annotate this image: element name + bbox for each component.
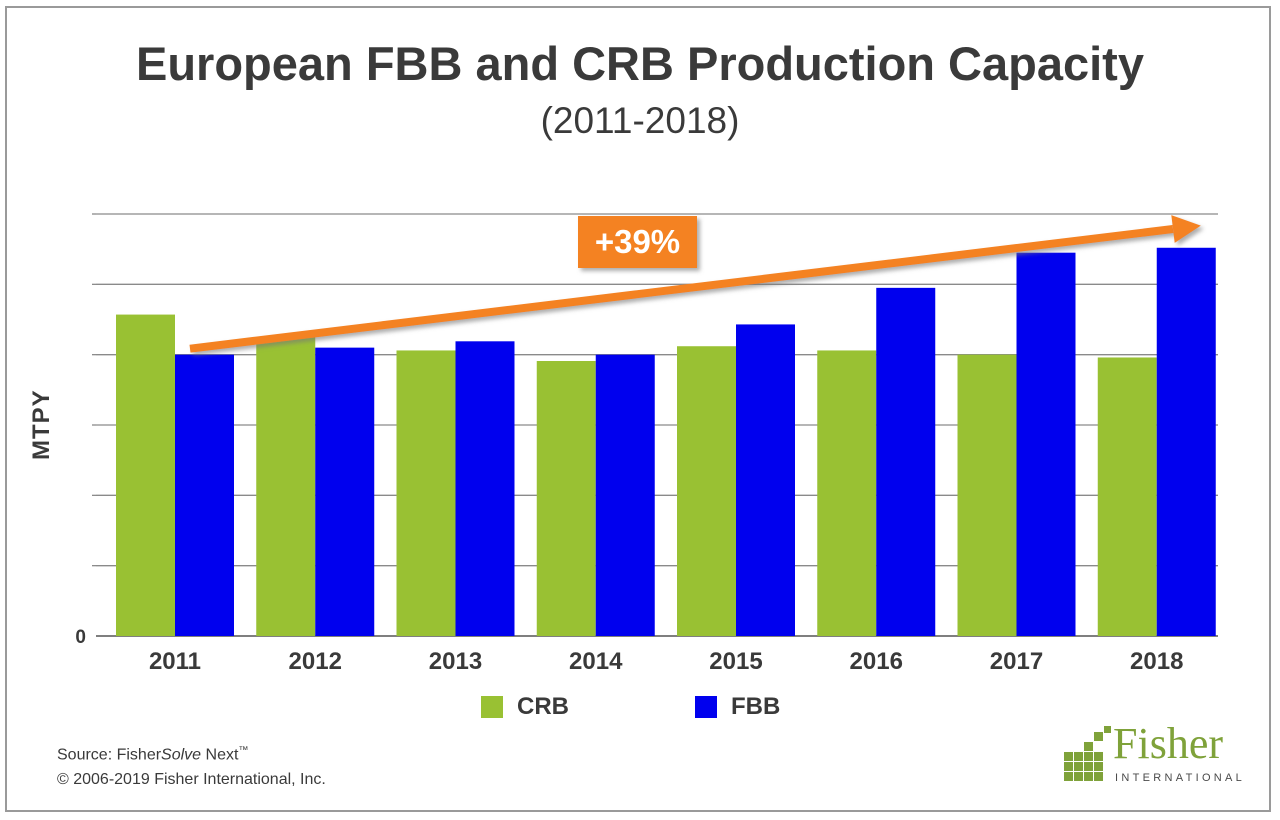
bar-crb-2015 — [677, 346, 736, 636]
logo-word: Fisher — [1113, 719, 1223, 768]
bar-fbb-2016 — [876, 287, 936, 636]
fisher-logo: Fisher INTERNATIONAL — [1062, 719, 1252, 792]
source-suffix: Next — [201, 746, 239, 764]
legend-swatch-fbb — [695, 696, 717, 718]
bar-crb-2014 — [536, 360, 596, 636]
chart-title: European FBB and CRB Production Capacity — [136, 37, 1144, 90]
legend-label-crb: CRB — [517, 693, 569, 720]
growth-label: +39% — [595, 223, 680, 260]
bar-fbb-2015 — [736, 324, 795, 636]
bar-fbb-2013 — [455, 341, 515, 636]
bar-fbb-2011 — [175, 354, 234, 636]
x-tick-label: 2012 — [289, 648, 342, 675]
trademark-mark: ™ — [238, 745, 249, 756]
x-tick-label: 2016 — [850, 648, 903, 675]
source-note: Source: FisherSolve Next™ © 2006-2019 Fi… — [57, 738, 326, 792]
bar-crb-2011 — [116, 314, 175, 636]
bar-fbb-2017 — [1016, 252, 1076, 636]
copyright-text: © 2006-2019 Fisher International, Inc. — [57, 771, 326, 789]
y-tick-label: 0 — [75, 627, 86, 648]
bar-fbb-2012 — [315, 347, 375, 636]
x-tick-label: 2015 — [709, 648, 762, 675]
bar-crb-2017 — [957, 354, 1017, 636]
legend-swatch-crb — [481, 696, 503, 718]
x-tick-label: 2011 — [149, 648, 201, 675]
source-prefix: Source: Fisher — [57, 746, 162, 764]
bar-crb-2012 — [256, 337, 316, 636]
chart-subtitle: (2011-2018) — [540, 100, 740, 141]
x-tick-label: 2013 — [429, 648, 482, 675]
bar-crb-2016 — [817, 350, 877, 636]
source-italic: Solve — [161, 746, 202, 764]
bar-crb-2018 — [1097, 357, 1157, 636]
bar-fbb-2014 — [595, 354, 655, 636]
bar-crb-2013 — [396, 350, 456, 636]
logo-mark-icon — [1064, 726, 1111, 781]
growth-badge — [578, 216, 697, 268]
x-tick-label: 2018 — [1130, 648, 1183, 675]
x-tick-label: 2017 — [990, 648, 1043, 675]
legend-label-fbb: FBB — [731, 693, 781, 720]
logo-subword: INTERNATIONAL — [1115, 772, 1246, 784]
x-tick-label: 2014 — [569, 648, 623, 675]
trend-arrow-head-icon — [1171, 215, 1201, 243]
bar-fbb-2018 — [1156, 247, 1216, 636]
trend-arrow-line — [189, 225, 1174, 353]
legend-item-fbb: FBB — [695, 693, 780, 721]
legend-item-crb: CRB — [481, 693, 569, 721]
